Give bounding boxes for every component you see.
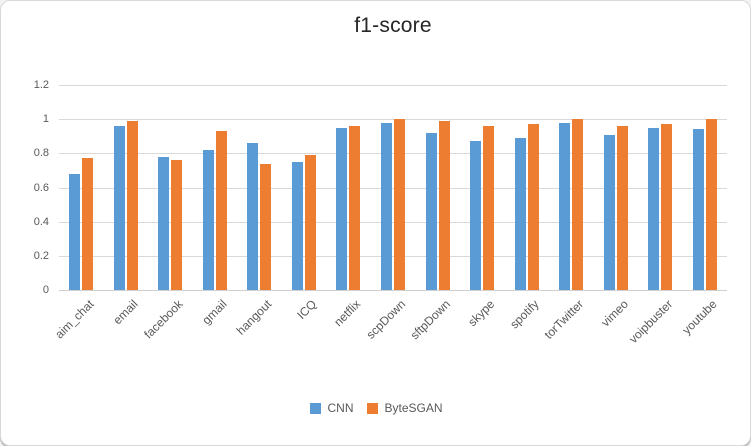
x-axis-category-label: torTwitter — [541, 297, 587, 342]
bar-CNN-torTwitter — [559, 122, 571, 290]
bar-ByteSGAN-facebook — [171, 160, 183, 290]
chart-title: f1-score — [354, 14, 432, 37]
x-axis-category-label: hangout — [233, 297, 275, 338]
x-axis-line — [59, 290, 727, 291]
x-axis-category-label: sftpDown — [407, 297, 453, 343]
bar-CNN-spotify — [514, 137, 526, 290]
bar-CNN-ICQ — [291, 161, 303, 290]
x-axis-category-label: voipbuster — [626, 297, 676, 347]
bar-CNN-email — [113, 126, 125, 290]
legend-item-ByteSGAN: ByteSGAN — [367, 401, 443, 415]
x-axis-category-label: netflix — [331, 297, 364, 330]
x-axis-category-label: youtube — [679, 297, 720, 338]
bar-ByteSGAN-ICQ — [304, 155, 316, 290]
x-axis-category-label: gmail — [199, 297, 230, 328]
bar-CNN-voipbuster — [648, 127, 660, 290]
bar-ByteSGAN-spotify — [527, 124, 539, 290]
x-axis-category-label: vimeo — [598, 297, 631, 330]
gridline-y-0.2 — [59, 255, 727, 257]
bar-ByteSGAN-voipbuster — [661, 124, 673, 290]
y-axis-tick-label: 0.8 — [33, 147, 49, 160]
bar-CNN-netflix — [336, 127, 348, 290]
x-axis-category-label: ICQ — [293, 297, 319, 322]
bar-ByteSGAN-hangout — [260, 163, 272, 290]
bar-ByteSGAN-youtube — [705, 119, 717, 290]
bar-ByteSGAN-aim_chat — [82, 158, 94, 290]
y-axis-tick-label: 0.6 — [33, 181, 49, 194]
y-axis-tick-label: 0 — [42, 284, 49, 296]
bar-ByteSGAN-scpDown — [394, 119, 405, 290]
legend-label-CNN: CNN — [327, 401, 354, 415]
bar-ByteSGAN-sftpDown — [438, 120, 450, 290]
gridline-y-0.8 — [59, 153, 727, 155]
gridline-y-0.4 — [59, 221, 727, 223]
bar-ByteSGAN-skype — [483, 126, 495, 290]
bar-CNN-skype — [470, 141, 482, 290]
bar-CNN-hangout — [247, 143, 259, 290]
y-axis-tick-label: 0.2 — [33, 249, 49, 262]
y-axis-tick-label: 1.2 — [33, 79, 49, 92]
bar-ByteSGAN-vimeo — [616, 126, 628, 290]
bar-ByteSGAN-gmail — [215, 131, 227, 290]
bar-ByteSGAN-email — [126, 120, 138, 290]
legend: CNN ByteSGAN — [1, 398, 750, 418]
gridline-y-0.6 — [59, 187, 727, 189]
bar-CNN-youtube — [692, 129, 704, 290]
legend-swatch-ByteSGAN — [367, 402, 379, 414]
bar-CNN-vimeo — [603, 134, 615, 290]
legend-label-ByteSGAN: ByteSGAN — [384, 401, 443, 415]
x-axis-category-label: aim_chat — [51, 297, 97, 342]
bar-CNN-facebook — [158, 156, 170, 290]
bar-CNN-aim_chat — [69, 173, 81, 290]
gridline-y-1.2 — [59, 85, 727, 87]
y-axis-tick-label: 0.4 — [33, 215, 49, 228]
gridline-y-1 — [59, 119, 727, 121]
bar-CNN-scpDown — [381, 122, 392, 290]
x-axis-category-label: email — [110, 297, 141, 328]
bar-ByteSGAN-netflix — [349, 126, 361, 290]
bar-CNN-sftpDown — [425, 132, 437, 290]
bar-ByteSGAN-torTwitter — [572, 119, 584, 290]
x-axis-category-label: spotify — [507, 297, 542, 332]
x-axis-category-label: facebook — [140, 297, 186, 342]
bar-CNN-gmail — [202, 149, 214, 290]
y-axis-tick-label: 1 — [42, 113, 49, 126]
legend-item-CNN: CNN — [310, 401, 353, 415]
legend-swatch-CNN — [310, 402, 322, 414]
x-axis-category-label: scpDown — [363, 297, 408, 342]
x-axis-category-label: skype — [464, 297, 497, 330]
